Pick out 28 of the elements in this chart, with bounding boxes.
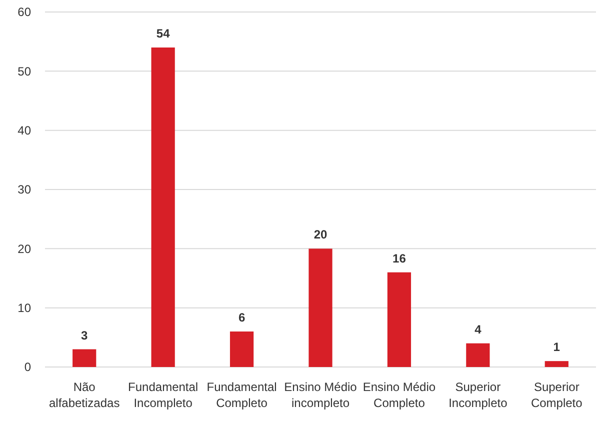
data-label: 1 [553, 340, 560, 354]
y-tick-label: 50 [18, 64, 32, 78]
x-tick-label: Superior Completo [530, 380, 583, 410]
y-tick-label: 10 [18, 301, 32, 316]
bar [387, 272, 412, 367]
y-tick-label: 30 [18, 182, 32, 197]
data-label: 6 [238, 310, 246, 324]
bar [72, 349, 96, 367]
x-tick-label: Ensino Médio Completo [362, 380, 436, 410]
bar [308, 248, 332, 367]
data-label: 3 [81, 328, 88, 342]
data-label: 4 [474, 322, 482, 336]
bar [151, 48, 175, 367]
y-tick-label: 60 [18, 5, 32, 20]
y-tick-label: 0 [24, 360, 32, 374]
data-label: 20 [314, 228, 328, 242]
x-tick-label: Ensino Médio incompleto [284, 380, 358, 410]
bar [466, 343, 490, 367]
y-tick-label: 40 [18, 124, 32, 138]
x-tick-label: Não alfabetizadas [49, 380, 120, 410]
x-tick-label: Fundamental Incompleto [128, 380, 198, 410]
x-tick-label: Superior Incompleto [448, 380, 508, 410]
bar [544, 361, 568, 367]
data-label: 16 [392, 251, 406, 266]
x-tick-label: Fundamental Completo [206, 380, 277, 410]
bar [230, 332, 254, 367]
data-label: 54 [156, 26, 170, 40]
y-tick-label: 20 [18, 242, 32, 256]
